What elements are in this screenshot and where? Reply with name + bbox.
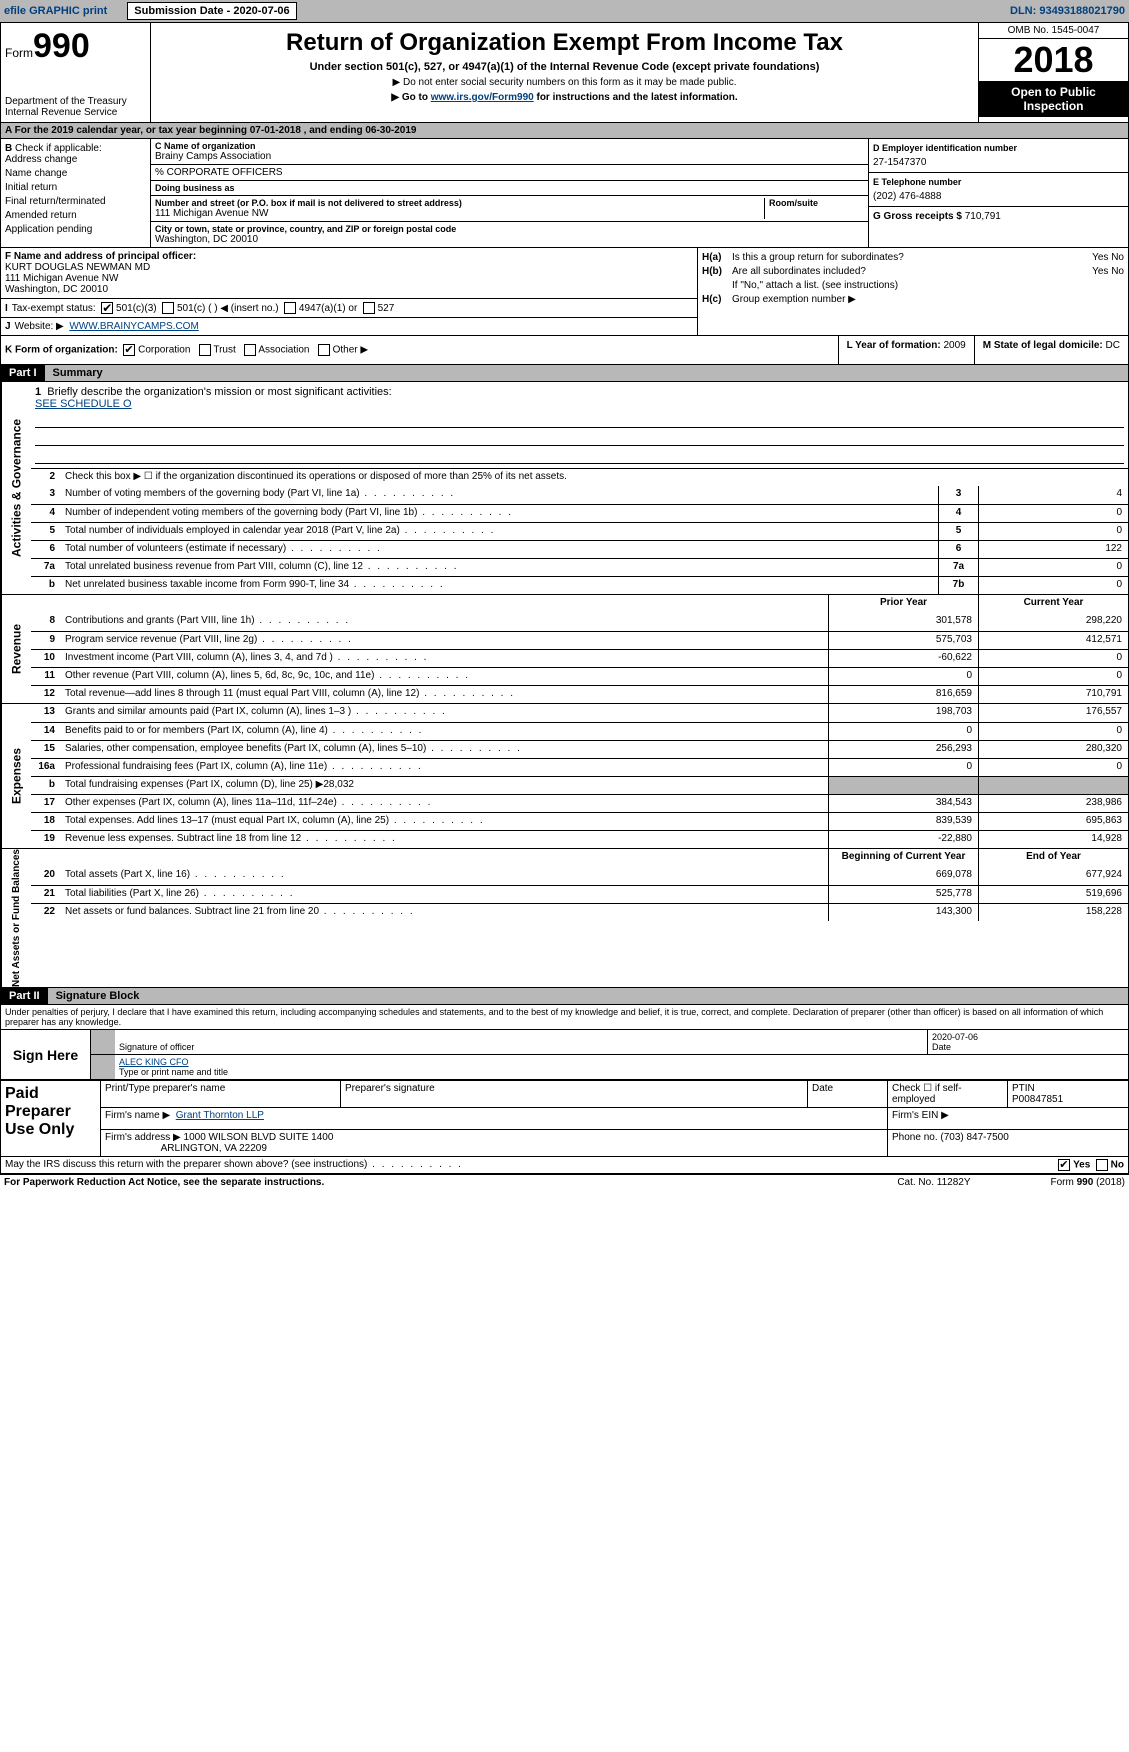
firm-name-link[interactable]: Grant Thornton LLP xyxy=(176,1110,264,1121)
footer: For Paperwork Reduction Act Notice, see … xyxy=(0,1175,1129,1190)
527-checkbox[interactable] xyxy=(363,302,375,314)
summary-line: 7aTotal unrelated business revenue from … xyxy=(31,558,1128,576)
may-irs-discuss: May the IRS discuss this return with the… xyxy=(1,1157,1128,1174)
preparer-phone: (703) 847-7500 xyxy=(940,1132,1008,1143)
section-b: B Check if applicable: Address change Na… xyxy=(1,139,1128,248)
summary-expenses: Expenses 13Grants and similar amounts pa… xyxy=(1,704,1128,849)
website-link[interactable]: WWW.BRAINYCAMPS.COM xyxy=(69,321,198,332)
summary-line: 19Revenue less expenses. Subtract line 1… xyxy=(31,830,1128,848)
summary-line: 20Total assets (Part X, line 16)669,0786… xyxy=(31,867,1128,885)
summary-line: bTotal fundraising expenses (Part IX, co… xyxy=(31,776,1128,794)
summary-revenue: Revenue Prior YearCurrent Year 8Contribu… xyxy=(1,595,1128,704)
header-center: Return of Organization Exempt From Incom… xyxy=(151,23,978,122)
officer-name-link[interactable]: ALEC KING CFO xyxy=(119,1057,189,1067)
officer-name: KURT DOUGLAS NEWMAN MD xyxy=(5,262,693,273)
omb-number: OMB No. 1545-0047 xyxy=(979,23,1128,39)
perjury-text: Under penalties of perjury, I declare th… xyxy=(1,1005,1128,1029)
row-a: A For the 2019 calendar year, or tax yea… xyxy=(1,123,1128,139)
summary-line: bNet unrelated business taxable income f… xyxy=(31,576,1128,594)
telephone: (202) 476-4888 xyxy=(873,191,1124,202)
col-b-checks: B Check if applicable: Address change Na… xyxy=(1,139,151,247)
efile-label: efile GRAPHIC print xyxy=(4,5,107,17)
subtitle-1: Under section 501(c), 527, or 4947(a)(1)… xyxy=(157,61,972,73)
col-b-right: D Employer identification number 27-1547… xyxy=(868,139,1128,247)
summary-line: 12Total revenue—add lines 8 through 11 (… xyxy=(31,685,1128,703)
state-domicile: DC xyxy=(1106,340,1120,351)
summary-net-assets: Net Assets or Fund Balances Beginning of… xyxy=(1,849,1128,988)
summary-line: 8Contributions and grants (Part VIII, li… xyxy=(31,613,1128,631)
col-b-center: C Name of organization Brainy Camps Asso… xyxy=(151,139,868,247)
header-row: Form990 Department of the Treasury Inter… xyxy=(1,23,1128,123)
header-right: OMB No. 1545-0047 2018 Open to Public In… xyxy=(978,23,1128,122)
section-h: H(a) Is this a group return for subordin… xyxy=(698,248,1128,335)
k-assoc-checkbox[interactable] xyxy=(244,344,256,356)
summary-line: 17Other expenses (Part IX, column (A), l… xyxy=(31,794,1128,812)
top-bar: efile GRAPHIC print Submission Date - 20… xyxy=(0,0,1129,22)
dln: DLN: 93493188021790 xyxy=(1010,5,1125,17)
paid-preparer-section: Paid Preparer Use Only Print/Type prepar… xyxy=(1,1080,1128,1157)
gross-receipts: 710,791 xyxy=(965,211,1001,222)
year-formation: 2009 xyxy=(943,340,965,351)
paid-preparer-label: Paid Preparer Use Only xyxy=(1,1081,101,1156)
discuss-yes[interactable] xyxy=(1058,1159,1070,1171)
signature-section: Under penalties of perjury, I declare th… xyxy=(1,1005,1128,1080)
4947-checkbox[interactable] xyxy=(284,302,296,314)
summary-line: 14Benefits paid to or for members (Part … xyxy=(31,722,1128,740)
tax-year: 2018 xyxy=(979,39,1128,81)
summary-line: 3Number of voting members of the governi… xyxy=(31,486,1128,504)
discuss-no[interactable] xyxy=(1096,1159,1108,1171)
vert-label-revenue: Revenue xyxy=(1,595,31,703)
501c-checkbox[interactable] xyxy=(162,302,174,314)
part-1-header: Part I Summary xyxy=(1,365,1128,382)
ptin: P00847851 xyxy=(1012,1094,1063,1105)
irs-link[interactable]: www.irs.gov/Form990 xyxy=(431,92,534,103)
summary-line: 6Total number of volunteers (estimate if… xyxy=(31,540,1128,558)
org-name: Brainy Camps Association xyxy=(155,151,864,162)
subtitle-2: ▶ Do not enter social security numbers o… xyxy=(157,77,972,88)
form-title: Return of Organization Exempt From Incom… xyxy=(157,29,972,57)
summary-line: 21Total liabilities (Part X, line 26)525… xyxy=(31,885,1128,903)
open-public: Open to Public Inspection xyxy=(979,81,1128,117)
summary-line: 4Number of independent voting members of… xyxy=(31,504,1128,522)
section-f-through-j: F Name and address of principal officer:… xyxy=(1,248,1128,336)
city-state-zip: Washington, DC 20010 xyxy=(155,234,864,245)
department: Department of the Treasury Internal Reve… xyxy=(5,96,146,118)
summary-line: 13Grants and similar amounts paid (Part … xyxy=(31,704,1128,722)
summary-governance: Activities & Governance 1 Briefly descri… xyxy=(1,382,1128,595)
vert-label-governance: Activities & Governance xyxy=(1,382,31,594)
summary-line: 16aProfessional fundraising fees (Part I… xyxy=(31,758,1128,776)
k-corp-checkbox[interactable] xyxy=(123,344,135,356)
summary-line: 9Program service revenue (Part VIII, lin… xyxy=(31,631,1128,649)
k-other-checkbox[interactable] xyxy=(318,344,330,356)
form-container: Form990 Department of the Treasury Inter… xyxy=(0,22,1129,1175)
part-2-header: Part II Signature Block xyxy=(1,988,1128,1005)
submission-date-box: Submission Date - 2020-07-06 xyxy=(127,2,296,20)
summary-line: 22Net assets or fund balances. Subtract … xyxy=(31,903,1128,921)
summary-line: 10Investment income (Part VIII, column (… xyxy=(31,649,1128,667)
k-trust-checkbox[interactable] xyxy=(199,344,211,356)
vert-label-expenses: Expenses xyxy=(1,704,31,848)
501c3-checkbox[interactable] xyxy=(101,302,113,314)
schedule-o-link[interactable]: SEE SCHEDULE O xyxy=(35,398,132,410)
line-1-briefly: 1 Briefly describe the organization's mi… xyxy=(31,382,1128,468)
header-left: Form990 Department of the Treasury Inter… xyxy=(1,23,151,122)
ein: 27-1547370 xyxy=(873,157,1124,168)
summary-line: 15Salaries, other compensation, employee… xyxy=(31,740,1128,758)
summary-line: 18Total expenses. Add lines 13–17 (must … xyxy=(31,812,1128,830)
street-address: 111 Michigan Avenue NW xyxy=(155,208,764,219)
section-k: K Form of organization: Corporation Trus… xyxy=(1,336,1128,365)
summary-line: 11Other revenue (Part VIII, column (A), … xyxy=(31,667,1128,685)
form-number: Form990 xyxy=(5,27,146,66)
sign-here-label: Sign Here xyxy=(1,1030,91,1079)
summary-line: 5Total number of individuals employed in… xyxy=(31,522,1128,540)
vert-label-net-assets: Net Assets or Fund Balances xyxy=(1,849,31,987)
subtitle-3: ▶ Go to www.irs.gov/Form990 for instruct… xyxy=(157,92,972,103)
